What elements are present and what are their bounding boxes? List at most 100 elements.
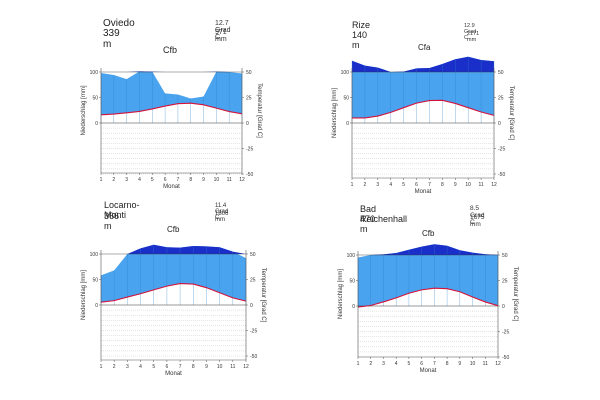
- month-tick-label: 6: [166, 364, 169, 370]
- month-tick-label: 11: [478, 182, 483, 188]
- right-tick-label: -50: [502, 355, 509, 361]
- month-tick-label: 3: [376, 182, 379, 188]
- left-tick-label: 100: [90, 70, 99, 76]
- month-tick-label: 1: [357, 361, 360, 367]
- right-tick-label: 0: [498, 121, 501, 127]
- month-tick-label: 11: [230, 364, 235, 370]
- month-tick-label: 2: [112, 177, 115, 183]
- month-tick-label: 4: [395, 361, 398, 367]
- humid-area: [358, 244, 498, 308]
- right-tick-label: -25: [250, 329, 257, 335]
- y-axis-right-title: Temperatur [Grad C]: [508, 86, 514, 141]
- month-tick-label: 6: [415, 182, 418, 188]
- month-tick-label: 9: [202, 177, 205, 183]
- left-tick-label: 0: [346, 121, 349, 127]
- right-tick-label: -50: [250, 354, 257, 360]
- station-elevation: 366 m: [104, 211, 120, 231]
- month-tick-label: 12: [495, 361, 501, 367]
- temperature-line: [100, 283, 247, 303]
- right-tick-label: 50: [502, 253, 508, 259]
- left-tick-label: 100: [347, 253, 356, 259]
- month-tick-label: 6: [164, 177, 167, 183]
- mean-temperature: 11.4 Grad C: [215, 203, 229, 221]
- left-tick-label: 0: [95, 303, 98, 309]
- month-tick-label: 2: [369, 361, 372, 367]
- month-tick-label: 7: [179, 364, 182, 370]
- month-tick-label: 10: [465, 182, 471, 188]
- month-tick-label: 12: [491, 182, 497, 188]
- month-tick-label: 5: [408, 361, 411, 367]
- temperature-line: [100, 102, 243, 116]
- x-axis-title: Monat: [420, 368, 437, 374]
- temperature-line: [352, 99, 495, 119]
- annual-precipitation: 1806 mm: [215, 211, 229, 223]
- month-tick-label: 2: [113, 364, 116, 370]
- month-tick-label: 9: [458, 361, 461, 367]
- y-axis-left-title: Niederschlag [mm]: [332, 88, 338, 138]
- y-axis-right-title: Temperatur [Grad C]: [260, 268, 266, 323]
- month-tick-label: 8: [192, 364, 195, 370]
- excess-precipitation-area: [101, 244, 246, 254]
- station-name: Locarno-Monti: [104, 200, 140, 220]
- left-tick-label: 100: [90, 252, 99, 258]
- climate-diagram-1: 1 2 3 4 5 6 7 8 9 10 11 12Monat10050050250-25-50Nie…: [332, 56, 514, 195]
- month-tick-label: 1: [351, 182, 354, 188]
- right-tick-label: 25: [502, 279, 508, 285]
- month-tick-label: 3: [382, 361, 385, 367]
- station-name: Bad Reichenhall: [360, 204, 408, 224]
- month-tick-label: 7: [433, 361, 436, 367]
- station-elevation: 140 m: [352, 30, 368, 50]
- y-axis-left-title: Niederschlag [mm]: [81, 85, 87, 135]
- right-tick-label: 0: [502, 304, 505, 310]
- month-tick-label: 1: [100, 364, 103, 370]
- left-tick-label: 50: [349, 279, 355, 285]
- month-tick-label: 1: [100, 177, 103, 183]
- y-axis-right-title: Temperatur [Grad C]: [512, 267, 518, 322]
- station-elevation: 339 m: [103, 28, 120, 50]
- month-tick-label: 8: [189, 177, 192, 183]
- right-tick-label: -25: [246, 147, 253, 153]
- mean-temperature: 12.9 Grad C: [464, 23, 477, 41]
- left-tick-label: 0: [95, 121, 98, 127]
- month-tick-label: 11: [483, 361, 488, 367]
- month-tick-label: 3: [126, 364, 129, 370]
- left-tick-label: 50: [92, 96, 98, 102]
- x-axis-title: Monat: [415, 189, 432, 195]
- month-tick-label: 2: [364, 182, 367, 188]
- y-axis-left-title: Niederschlag [mm]: [338, 269, 344, 319]
- month-tick-label: 9: [205, 364, 208, 370]
- right-tick-label: 0: [250, 303, 253, 309]
- temperature-line: [357, 287, 499, 308]
- month-tick-label: 9: [454, 182, 457, 188]
- right-tick-label: 25: [250, 278, 256, 284]
- annual-precipitation: 1675 mm: [470, 214, 485, 228]
- right-tick-label: 25: [498, 96, 504, 102]
- mean-temperature: 8.5 Grad C: [470, 205, 485, 226]
- month-tick-label: 12: [243, 364, 249, 370]
- climate-diagram-2: 1 2 3 4 5 6 7 8 9 10 11 12Monat10050050250-25-50Nie…: [81, 244, 266, 377]
- month-tick-label: 5: [151, 177, 154, 183]
- month-tick-label: 3: [125, 177, 128, 183]
- station-elevation: 470 m: [360, 214, 376, 234]
- station-name: Oviedo: [103, 18, 135, 29]
- y-axis-right-title: Temperatur [Grad C]: [256, 83, 262, 138]
- y-axis-left-title: Niederschlag [mm]: [81, 270, 87, 320]
- month-tick-label: 6: [420, 361, 423, 367]
- right-tick-label: -50: [246, 172, 253, 178]
- excess-precipitation-area: [358, 244, 498, 255]
- right-tick-label: -25: [498, 147, 505, 153]
- month-tick-label: 12: [239, 177, 245, 183]
- month-tick-label: 7: [428, 182, 431, 188]
- month-tick-label: 7: [177, 177, 180, 183]
- left-tick-label: 100: [341, 70, 350, 76]
- right-tick-label: 0: [246, 121, 249, 127]
- climate-class: Cfb: [163, 45, 178, 55]
- humid-area: [101, 244, 246, 303]
- right-tick-label: -25: [502, 330, 509, 336]
- month-tick-label: 11: [227, 177, 232, 183]
- right-tick-label: 25: [246, 96, 252, 102]
- month-tick-label: 10: [470, 361, 476, 367]
- climate-diagram-0: 1 2 3 4 5 6 7 8 9 10 11 12Monat10050050250-25-50Nie…: [81, 68, 262, 190]
- month-tick-label: 8: [441, 182, 444, 188]
